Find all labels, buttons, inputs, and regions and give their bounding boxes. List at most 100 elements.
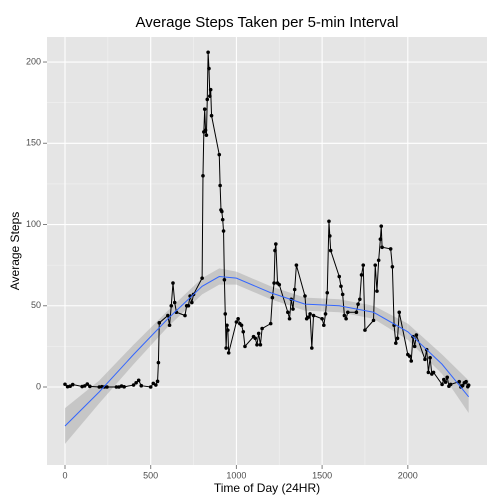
data-point: [172, 300, 177, 305]
data-point: [344, 316, 348, 321]
data-point: [457, 379, 462, 384]
chart-title: Average Steps Taken per 5-min Interval: [136, 14, 399, 31]
data-point: [310, 346, 314, 350]
y-axis-label: Average Steps: [8, 212, 22, 291]
y-tick-label: 100: [26, 219, 41, 229]
data-point: [134, 380, 138, 385]
data-point: [378, 237, 383, 241]
x-tick-label: 1000: [226, 470, 246, 480]
data-point: [328, 248, 333, 253]
x-tick-label: 2000: [398, 470, 418, 480]
data-point: [186, 303, 191, 308]
data-line: [64, 52, 470, 388]
data-point: [200, 276, 204, 280]
data-point: [361, 263, 366, 267]
data-point: [277, 282, 282, 287]
data-point: [358, 297, 362, 302]
data-point: [287, 316, 292, 321]
data-point: [445, 375, 450, 380]
data-point: [169, 303, 174, 308]
data-point: [222, 277, 227, 282]
data-point: [443, 380, 448, 384]
data-point: [340, 292, 345, 297]
data-point: [157, 321, 162, 325]
data-point: [388, 247, 393, 251]
data-point: [274, 242, 278, 246]
y-tick-label: 150: [26, 138, 41, 148]
data-point: [286, 310, 290, 315]
data-point: [114, 385, 119, 389]
data-point: [395, 336, 400, 341]
data-point: [201, 173, 205, 178]
data-point: [291, 307, 295, 311]
data-point: [208, 87, 213, 92]
data-point: [426, 370, 431, 375]
data-point: [166, 313, 170, 318]
data-point: [154, 383, 158, 387]
data-point: [203, 128, 208, 133]
data-point: [342, 313, 347, 318]
data-point: [218, 183, 222, 188]
data-point: [82, 384, 87, 388]
data-point: [272, 281, 276, 285]
data-point: [394, 341, 398, 345]
data-point: [209, 113, 214, 118]
data-point: [376, 258, 381, 263]
data-point: [442, 377, 446, 382]
data-point: [139, 383, 144, 388]
data-point: [63, 382, 67, 387]
data-point: [306, 315, 311, 319]
data-point: [270, 295, 275, 300]
data-point: [379, 224, 384, 228]
data-point: [156, 360, 161, 365]
data-point: [234, 320, 239, 324]
data-point: [253, 336, 258, 341]
data-point: [323, 312, 328, 316]
data-point: [311, 313, 316, 318]
data-point: [226, 328, 230, 332]
data-point: [423, 357, 427, 362]
data-point: [356, 302, 360, 306]
y-tick-label: 50: [31, 300, 41, 310]
data-point: [220, 217, 225, 222]
data-point: [320, 316, 324, 321]
data-point: [225, 323, 229, 328]
data-point: [371, 318, 376, 323]
data-point: [226, 351, 231, 355]
data-point: [217, 152, 222, 157]
data-point: [397, 310, 402, 315]
data-point: [460, 383, 465, 388]
data-point: [448, 382, 453, 387]
data-point: [243, 344, 247, 349]
data-point: [303, 294, 307, 298]
data-point: [359, 273, 364, 277]
data-point: [151, 381, 156, 386]
data-point: [136, 378, 141, 383]
data-point: [148, 385, 153, 389]
data-point: [325, 290, 330, 295]
data-point: [202, 107, 207, 111]
data-point: [205, 97, 210, 102]
data-point: [466, 383, 471, 388]
data-point: [256, 331, 261, 336]
data-point: [105, 385, 109, 389]
data-point: [375, 289, 379, 293]
data-point: [224, 346, 228, 350]
data-point: [239, 323, 244, 328]
data-point: [292, 287, 297, 292]
data-point: [409, 359, 414, 363]
data-point: [221, 229, 226, 233]
data-point: [220, 209, 224, 214]
data-point: [294, 263, 299, 267]
data-point: [70, 382, 75, 387]
data-point: [414, 333, 419, 337]
data-point: [328, 234, 332, 238]
data-point: [260, 326, 264, 331]
data-point: [236, 316, 240, 321]
data-point: [268, 321, 273, 326]
data-point: [171, 281, 175, 285]
data-point: [85, 382, 90, 386]
data-point: [208, 94, 212, 98]
x-axis-label: Time of Day (24HR): [214, 481, 320, 495]
